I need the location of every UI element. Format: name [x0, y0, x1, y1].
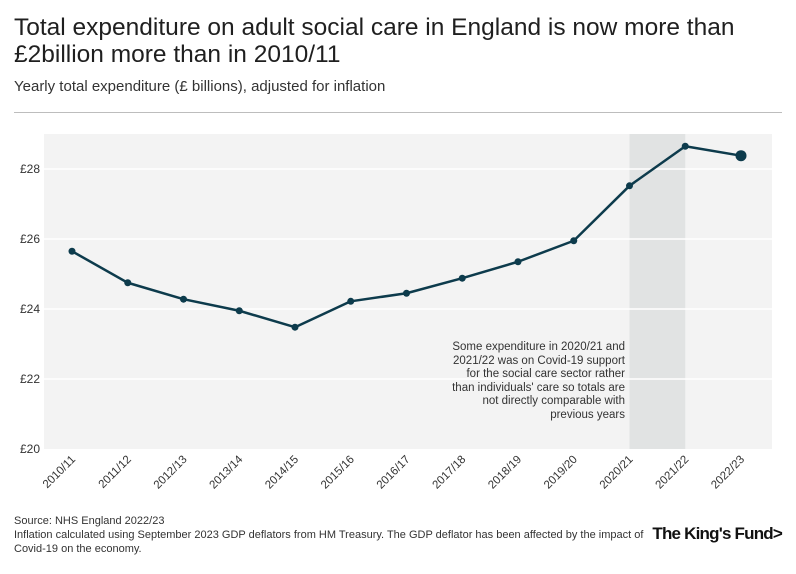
x-tick-label: 2015/16: [319, 454, 357, 492]
inflation-note: Inflation calculated using September 202…: [14, 529, 644, 555]
x-tick-label: 2016/17: [375, 454, 413, 492]
header-divider: [14, 112, 782, 113]
data-point: [458, 274, 466, 282]
source-note: Source: NHS England 2022/23: [14, 515, 165, 527]
x-tick-label: 2022/23: [709, 454, 747, 492]
y-tick-label: £28: [20, 162, 40, 176]
data-point: [68, 247, 76, 255]
x-tick-label: 2020/21: [598, 454, 636, 492]
x-tick-label: 2013/14: [207, 453, 245, 491]
data-point: [681, 142, 689, 150]
data-point: [180, 295, 187, 303]
data-point: [235, 307, 243, 315]
y-tick-label: £20: [20, 442, 40, 456]
chart-subtitle: Yearly total expenditure (£ billions), a…: [14, 78, 386, 95]
x-tick-label: 2014/15: [263, 454, 301, 492]
x-tick-label: 2011/12: [97, 454, 134, 491]
x-tick-label: 2010/11: [41, 454, 78, 491]
covid-shaded-region: [629, 134, 686, 449]
y-tick-label: £26: [20, 232, 40, 246]
data-point: [570, 237, 578, 245]
data-point: [347, 297, 355, 305]
y-tick-label: £24: [20, 302, 40, 316]
data-point: [403, 289, 410, 297]
data-point: [514, 258, 522, 266]
x-tick-label: 2019/20: [542, 454, 580, 492]
x-tick-label: 2012/13: [152, 454, 190, 492]
data-point: [626, 182, 633, 190]
x-tick-label: 2018/19: [486, 454, 524, 492]
covid-annotation: Some expenditure in 2020/21 and 2021/22 …: [452, 341, 625, 421]
data-point: [124, 279, 132, 287]
y-tick-label: £22: [20, 372, 40, 386]
x-tick-label: 2017/18: [430, 454, 468, 492]
chart-footer: Source: NHS England 2022/23 Inflation ca…: [14, 514, 654, 556]
data-point: [735, 150, 747, 162]
kings-fund-logo: The King's Fund>: [652, 524, 782, 543]
x-tick-label: 2021/22: [653, 454, 691, 492]
chart-title: Total expenditure on adult social care i…: [14, 14, 735, 68]
data-point: [291, 323, 299, 331]
